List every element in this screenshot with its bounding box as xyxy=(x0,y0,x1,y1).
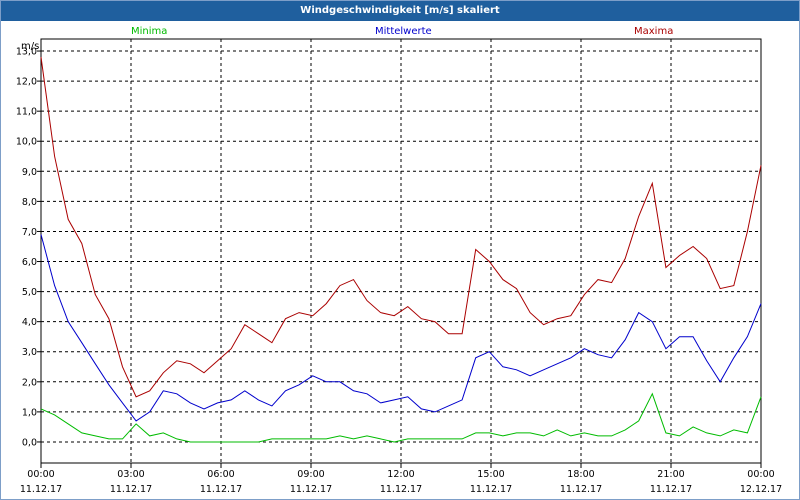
x-tick-time-label: 21:00 xyxy=(657,469,684,480)
x-tick-date-label: 11.12.17 xyxy=(290,484,332,495)
y-tick-label: 8,0 xyxy=(22,197,37,208)
y-tick-label: 1,0 xyxy=(22,407,37,418)
mittelwerte-line xyxy=(40,234,762,422)
y-tick-label: 2,0 xyxy=(22,377,37,388)
x-tick-date-label: 11.12.17 xyxy=(560,484,602,495)
y-tick-label: 9,0 xyxy=(22,167,37,178)
x-tick-time-label: 00:00 xyxy=(27,469,54,480)
x-tick-date-label: 11.12.17 xyxy=(470,484,512,495)
x-tick-time-label: 03:00 xyxy=(117,469,144,480)
x-tick-date-label: 11.12.17 xyxy=(650,484,692,495)
x-tick-time-label: 18:00 xyxy=(567,469,594,480)
y-tick-label: 0,0 xyxy=(22,437,37,448)
maxima-line xyxy=(40,56,762,398)
x-tick-date-label: 12.12.17 xyxy=(740,484,782,495)
y-tick-label: 3,0 xyxy=(22,347,37,358)
x-tick-time-label: 06:00 xyxy=(207,469,234,480)
legend-minima: Minima xyxy=(131,26,168,37)
y-tick-label: 10,0 xyxy=(16,137,37,148)
x-tick-date-label: 11.12.17 xyxy=(110,484,152,495)
y-tick-label: 11,0 xyxy=(16,107,37,118)
minima-line xyxy=(40,392,762,443)
y-tick-label: 5,0 xyxy=(22,287,37,298)
y-tick-label: 7,0 xyxy=(22,227,37,238)
y-tick-label: 4,0 xyxy=(22,317,37,328)
y-axis-unit-label: m/s xyxy=(21,41,40,52)
x-tick-time-label: 15:00 xyxy=(477,469,504,480)
x-tick-time-label: 12:00 xyxy=(387,469,414,480)
y-tick-label: 12,0 xyxy=(16,77,37,88)
x-tick-date-label: 11.12.17 xyxy=(200,484,242,495)
wind-speed-chart: 0,0 1,0 2,0 3,0 4,0 5,0 6,0 7,0 8,0 9,0 10,0 11,0 12… xyxy=(16,38,782,495)
y-tick-label: 13,0 xyxy=(16,47,37,58)
x-tick-time-label: 00:00 xyxy=(747,469,774,480)
x-tick-date-label: 11.12.17 xyxy=(380,484,422,495)
window-title: Windgeschwindigkeit [m/s] skaliert xyxy=(1,1,799,21)
x-tick-date-label: 11.12.17 xyxy=(20,484,62,495)
x-tick-time-label: 09:00 xyxy=(297,469,324,480)
legend-maxima: Maxima xyxy=(634,26,674,37)
y-tick-label: 6,0 xyxy=(22,257,37,268)
legend-mittelwerte: Mittelwerte xyxy=(375,26,432,37)
